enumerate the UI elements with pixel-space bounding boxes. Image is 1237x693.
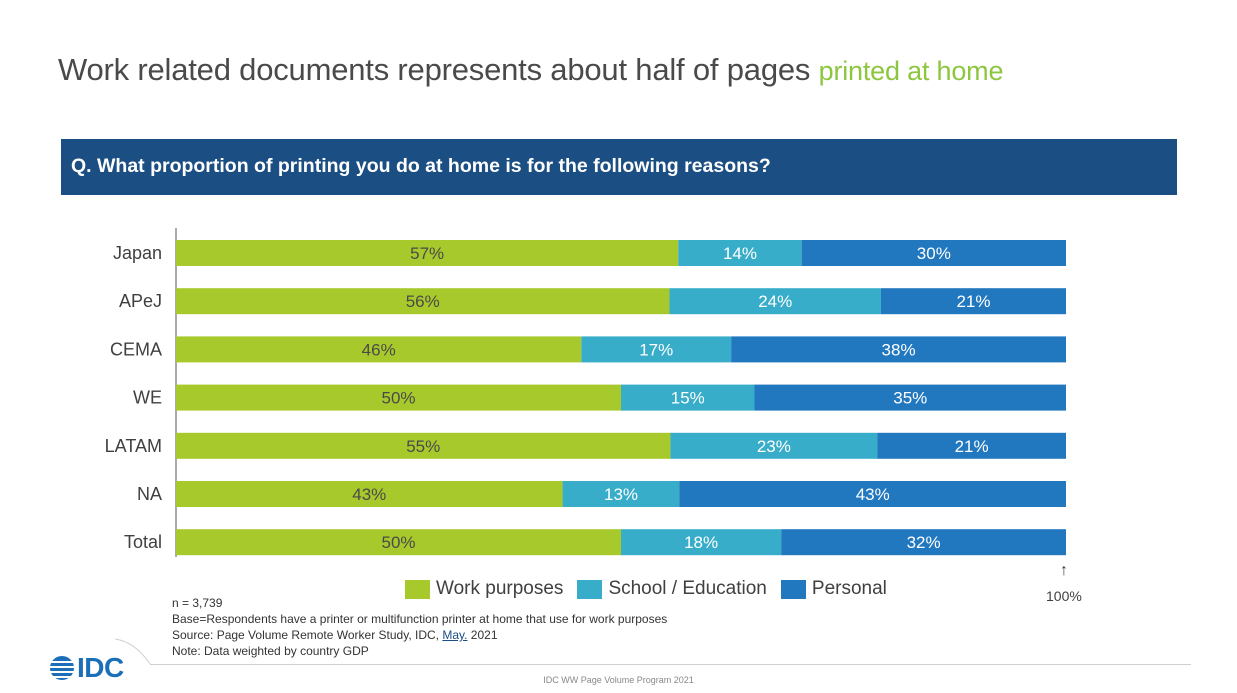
data-label: 21% [955, 437, 989, 456]
legend-item: School / Education [577, 578, 767, 600]
data-label: 18% [684, 533, 718, 552]
bar-segment [176, 240, 679, 266]
globe-icon [49, 656, 75, 680]
legend-label: Work purposes [436, 578, 564, 599]
category-label: LATAM [105, 436, 162, 456]
bar-segment [176, 529, 621, 556]
bar-segment [880, 288, 1066, 315]
data-label: 32% [907, 533, 941, 552]
data-label: 15% [671, 389, 705, 408]
data-label: 56% [406, 292, 440, 311]
bar-segment [801, 240, 1066, 266]
category-label: Total [124, 532, 162, 552]
source-month-link[interactable]: May. [442, 628, 468, 642]
data-label: 30% [917, 244, 951, 263]
footer-divider [150, 664, 1191, 665]
footer-text: IDC WW Page Volume Program 2021 [543, 675, 694, 685]
bar-segment [731, 336, 1066, 363]
bar-segment [176, 481, 563, 507]
bar-segment [176, 432, 671, 459]
category-label: APeJ [119, 291, 162, 311]
bar-segment [754, 384, 1066, 411]
source-year: 2021 [467, 628, 498, 642]
category-label: NA [137, 484, 162, 504]
chart-notes: n = 3,739 Base=Respondents have a printe… [172, 595, 667, 659]
data-label: 23% [757, 437, 791, 456]
data-label: 50% [381, 389, 415, 408]
end-marker-label: 100% [1046, 588, 1082, 604]
legend-swatch [780, 579, 806, 599]
question-text: Q. What proportion of printing you do at… [71, 155, 771, 177]
bar-segment [679, 481, 1066, 507]
question-banner: Q. What proportion of printing you do at… [61, 139, 1177, 195]
base-note: Base=Respondents have a printer or multi… [172, 612, 668, 626]
category-label: CEMA [110, 339, 162, 359]
legend-swatch [577, 579, 603, 599]
data-label: 14% [723, 244, 757, 263]
data-label: 35% [893, 389, 927, 408]
data-label: 50% [381, 533, 415, 552]
idc-logo: IDC [49, 652, 124, 684]
legend-label: School / Education [608, 578, 767, 599]
bar-segment [176, 336, 582, 363]
legend-label: Personal [811, 578, 887, 599]
data-label: 46% [362, 340, 396, 359]
bar-segment [176, 288, 670, 315]
data-label: 38% [882, 340, 916, 359]
bar-segment [562, 481, 680, 507]
data-label: 43% [352, 485, 386, 504]
data-label: 55% [406, 437, 440, 456]
bar-segment [877, 432, 1066, 459]
bar-segment [670, 432, 878, 459]
bar-segment [621, 529, 782, 556]
title-accent: printed at home [818, 56, 1004, 86]
category-label: WE [133, 388, 162, 408]
footer-curve [115, 638, 151, 665]
data-label: 21% [956, 292, 990, 311]
source-note: Source: Page Volume Remote Worker Study,… [172, 627, 667, 643]
sample-size: n = 3,739 [172, 596, 223, 610]
bar-segment [176, 384, 621, 411]
data-label: 43% [856, 485, 890, 504]
data-label: 13% [604, 485, 638, 504]
source-prefix: Source: Page Volume Remote Worker Study,… [172, 628, 443, 642]
legend-item: Personal [780, 578, 887, 600]
weighting-note: Note: Data weighted by country GDP [172, 644, 369, 658]
category-label: Japan [113, 243, 162, 263]
data-label: 24% [758, 292, 792, 311]
legend-item: Work purposes [405, 578, 563, 600]
end-marker-arrow-icon: ↑ [1060, 562, 1068, 579]
data-label: 57% [410, 244, 444, 263]
bar-segment [781, 529, 1066, 556]
bar-segment [621, 384, 755, 411]
chart-legend: Work purposes School / Education Personal [405, 578, 901, 600]
data-label: 17% [639, 340, 673, 359]
page-title: Work related documents represents about … [58, 52, 1003, 88]
logo-text: IDC [77, 652, 124, 683]
title-main: Work related documents represents about … [58, 52, 811, 87]
bar-segment [669, 288, 881, 315]
bar-segment [581, 336, 732, 363]
legend-swatch [405, 579, 430, 599]
bar-segment [678, 240, 802, 266]
